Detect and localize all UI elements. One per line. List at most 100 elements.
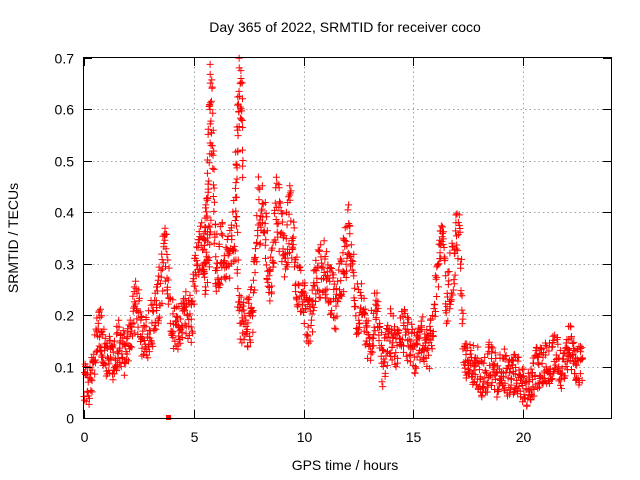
data-point	[262, 209, 270, 217]
data-point	[130, 283, 138, 291]
data-point	[251, 245, 259, 253]
data-point	[210, 184, 218, 192]
data-point	[458, 292, 466, 300]
data-point	[207, 216, 215, 224]
data-point	[182, 330, 190, 338]
data-point	[432, 275, 440, 283]
data-point	[138, 344, 146, 352]
data-point	[321, 286, 329, 294]
data-point	[208, 76, 216, 84]
data-point	[481, 354, 489, 362]
data-point	[388, 344, 396, 352]
data-point	[289, 233, 297, 241]
data-point	[390, 353, 398, 361]
data-point	[275, 203, 283, 211]
data-point	[389, 312, 397, 320]
data-point	[550, 365, 558, 373]
data-point	[578, 376, 586, 384]
data-point	[115, 323, 123, 331]
data-point	[406, 352, 414, 360]
data-point	[272, 216, 280, 224]
data-point	[335, 266, 343, 274]
y-tick-label: 0.6	[55, 102, 75, 118]
data-point	[400, 342, 408, 350]
data-point	[433, 292, 441, 300]
data-point	[224, 232, 232, 240]
data-point	[392, 349, 400, 357]
data-point	[296, 263, 304, 271]
data-point	[331, 324, 339, 332]
data-point	[394, 330, 402, 338]
data-point	[567, 323, 575, 331]
data-point	[229, 208, 237, 216]
data-point	[431, 308, 439, 316]
data-point	[475, 366, 483, 374]
data-point	[144, 354, 152, 362]
data-point	[239, 317, 247, 325]
data-point	[548, 343, 556, 351]
data-point	[311, 282, 319, 290]
data-point	[131, 329, 139, 337]
data-point	[466, 341, 474, 349]
data-point	[107, 342, 115, 350]
data-point	[381, 369, 389, 377]
data-point	[319, 263, 327, 271]
data-point	[431, 301, 439, 309]
data-point	[163, 290, 171, 298]
data-point	[423, 326, 431, 334]
data-point	[318, 264, 326, 272]
data-point	[268, 244, 276, 252]
data-point	[510, 388, 518, 396]
data-point	[254, 173, 262, 181]
data-point	[101, 334, 109, 342]
data-point	[459, 309, 467, 317]
outlier-point	[166, 415, 172, 420]
data-point	[253, 258, 261, 266]
data-point	[269, 258, 277, 266]
data-point	[203, 234, 211, 242]
data-point	[320, 269, 328, 277]
data-point	[165, 264, 173, 272]
data-point	[332, 302, 340, 310]
data-point	[404, 319, 412, 327]
data-point	[132, 277, 140, 285]
data-point	[481, 368, 489, 376]
data-point	[311, 297, 319, 305]
data-point	[478, 393, 486, 401]
data-point	[174, 313, 182, 321]
data-point	[379, 363, 387, 371]
data-point	[210, 198, 218, 206]
data-point	[210, 239, 218, 247]
data-point	[133, 305, 141, 313]
data-point	[128, 343, 136, 351]
data-point	[450, 280, 458, 288]
data-point	[265, 272, 273, 280]
data-point	[157, 266, 165, 274]
data-point	[508, 375, 516, 383]
data-point	[454, 255, 462, 263]
data-point	[453, 241, 461, 249]
data-point	[557, 384, 565, 392]
data-point	[471, 371, 479, 379]
data-point	[282, 254, 290, 262]
data-point	[362, 323, 370, 331]
data-point	[378, 346, 386, 354]
data-point	[105, 360, 113, 368]
data-point	[338, 292, 346, 300]
data-point	[344, 206, 352, 214]
data-point	[236, 103, 244, 111]
data-point	[95, 307, 103, 315]
data-point	[140, 336, 148, 344]
data-point	[109, 341, 117, 349]
data-point	[306, 337, 314, 345]
data-point	[135, 286, 143, 294]
data-point	[133, 315, 141, 323]
data-point	[323, 285, 331, 293]
data-point	[530, 386, 538, 394]
data-point	[360, 294, 368, 302]
data-point	[420, 347, 428, 355]
data-point	[483, 388, 491, 396]
data-point	[346, 222, 354, 230]
x-tick-label: 0	[81, 429, 89, 445]
